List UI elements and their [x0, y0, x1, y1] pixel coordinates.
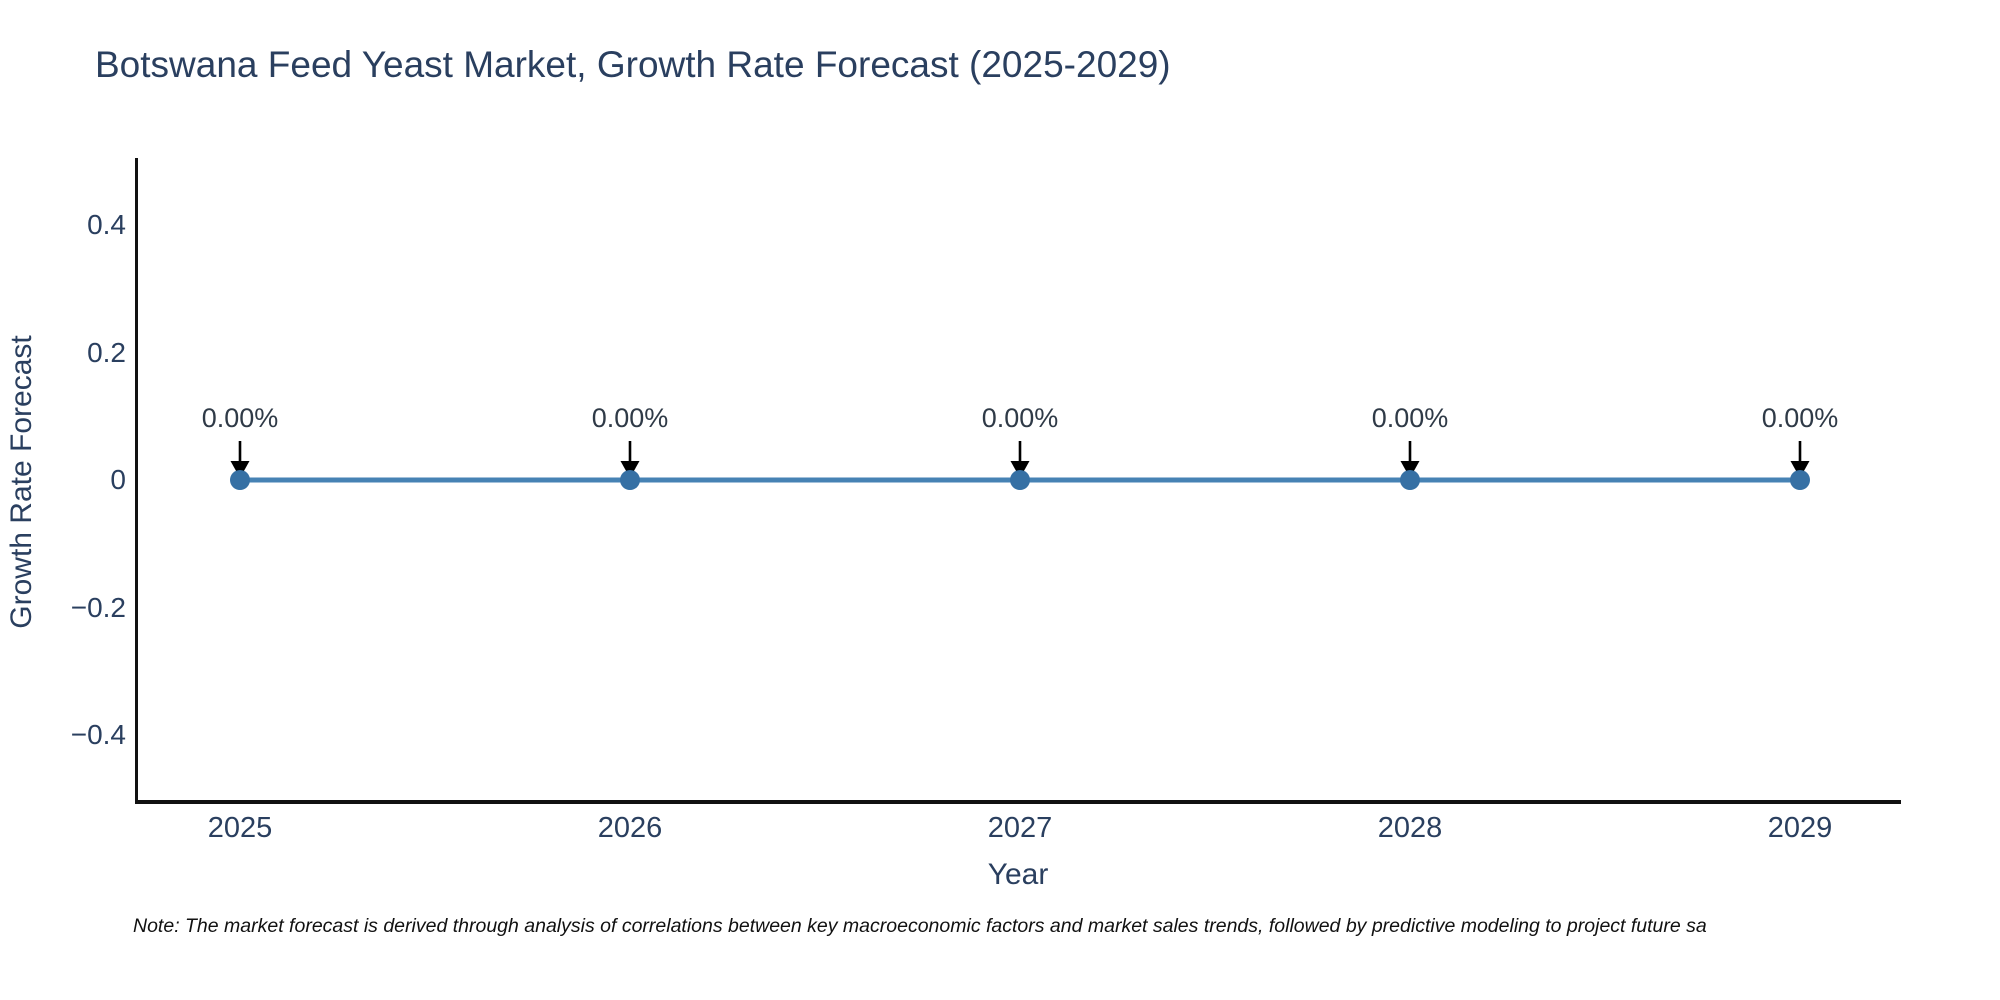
x-tick-label: 2027 — [987, 812, 1053, 844]
x-tick-label: 2029 — [1767, 812, 1833, 844]
x-axis-title: Year — [987, 858, 1049, 891]
y-tick-label: 0.2 — [87, 336, 126, 368]
data-point-marker[interactable] — [1400, 470, 1420, 490]
x-axis-line — [135, 800, 1901, 804]
y-tick-label: 0.4 — [87, 209, 126, 240]
x-tick-label: 2026 — [597, 812, 663, 844]
annotation-arrowhead — [230, 461, 250, 478]
data-point-marker[interactable] — [620, 470, 640, 490]
x-tick-label: 2028 — [1377, 812, 1443, 844]
data-point-marker[interactable] — [1790, 470, 1810, 490]
y-tick-label: −0.2 — [70, 591, 126, 623]
y-tick-label: 0 — [110, 464, 126, 495]
data-point-marker[interactable] — [230, 470, 250, 490]
point-value-label: 0.00% — [201, 403, 279, 433]
annotation-arrowhead — [1010, 461, 1030, 478]
point-value-label: 0.00% — [1761, 403, 1839, 433]
annotation-arrowhead — [620, 461, 640, 478]
data-point-marker[interactable] — [1010, 470, 1030, 490]
chart-title: Botswana Feed Yeast Market, Growth Rate … — [95, 44, 1171, 85]
x-tick-label: 2025 — [207, 812, 273, 844]
point-value-label: 0.00% — [981, 403, 1059, 433]
annotation-arrowhead — [1400, 461, 1420, 478]
y-tick-label: −0.4 — [70, 719, 126, 750]
y-axis-line — [135, 158, 138, 803]
annotation-arrowhead — [1790, 461, 1810, 478]
point-value-label: 0.00% — [591, 403, 669, 433]
footnote: Note: The market forecast is derived thr… — [133, 915, 1707, 937]
point-value-label: 0.00% — [1371, 403, 1449, 433]
